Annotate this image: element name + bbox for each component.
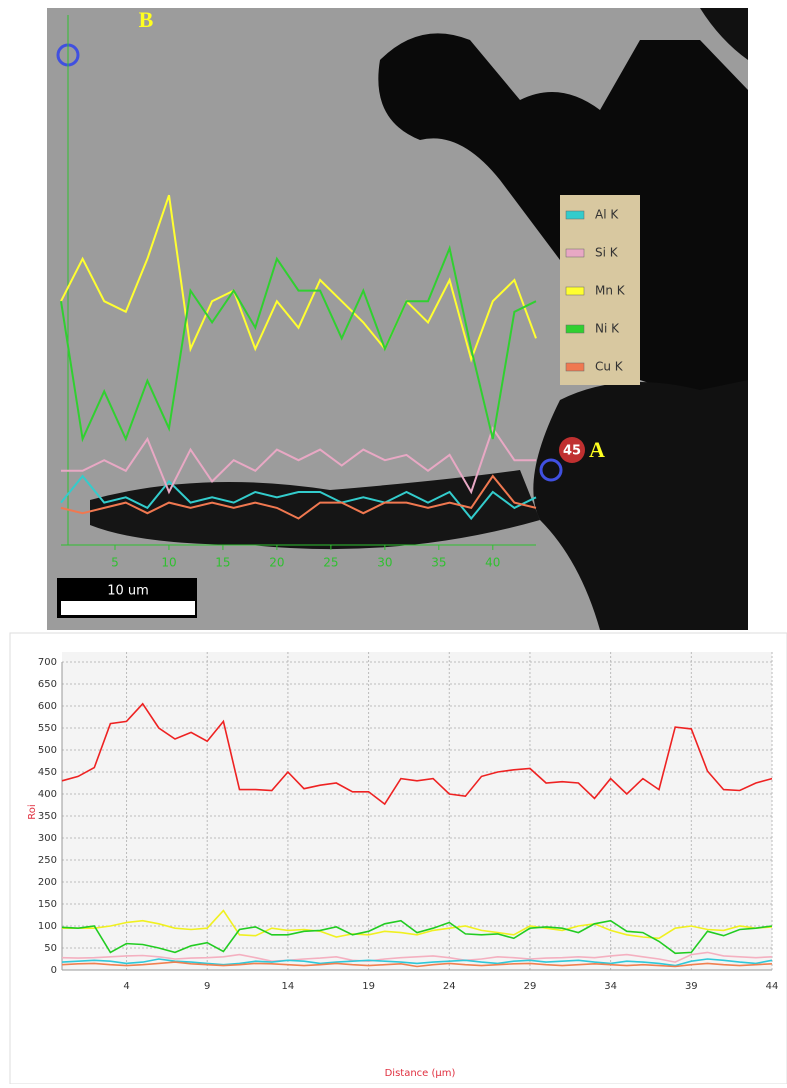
legend-label: Al K — [595, 208, 619, 222]
scale-bar — [61, 601, 195, 615]
y-tick-label: 50 — [44, 943, 57, 954]
marker-label: 45 — [563, 444, 581, 459]
x-tick-label: 19 — [362, 981, 375, 992]
y-tick-label: 650 — [38, 679, 57, 690]
x-tick-label: 4 — [123, 981, 129, 992]
x-tick-label: 9 — [204, 981, 210, 992]
point-label: A — [589, 437, 605, 462]
x-tick-label: 30 — [377, 556, 392, 570]
figure: 45 B A 10 um Roi Distance (µm) 5 10 15 20 25… — [0, 0, 787, 1084]
x-tick-label: 44 — [766, 981, 779, 992]
x-tick-label: 25 — [323, 556, 338, 570]
x-tick-label: 39 — [685, 981, 698, 992]
x-axis-label: Distance (µm) — [385, 1068, 456, 1079]
legend-label: Si K — [595, 246, 619, 260]
x-tick-label: 20 — [269, 556, 284, 570]
y-tick-label: 150 — [38, 899, 57, 910]
y-axis-label: Roi — [27, 804, 38, 819]
x-tick-label: 15 — [215, 556, 230, 570]
point-label: B — [139, 7, 154, 32]
x-tick-label: 35 — [431, 556, 446, 570]
x-tick-label: 10 — [161, 556, 176, 570]
x-tick-label: 34 — [604, 981, 617, 992]
legend-swatch — [566, 287, 584, 295]
y-tick-label: 600 — [38, 701, 57, 712]
x-tick-label: 29 — [524, 981, 537, 992]
y-tick-label: 200 — [38, 877, 57, 888]
x-tick-label: 40 — [485, 556, 500, 570]
y-tick-label: 500 — [38, 745, 57, 756]
y-tick-label: 700 — [38, 657, 57, 668]
y-tick-label: 450 — [38, 767, 57, 778]
y-tick-label: 0 — [51, 965, 57, 976]
y-tick-label: 400 — [38, 789, 57, 800]
y-tick-label: 550 — [38, 723, 57, 734]
y-tick-label: 350 — [38, 811, 57, 822]
legend-swatch — [566, 211, 584, 219]
legend-label: Mn K — [595, 284, 626, 298]
legend-swatch — [566, 325, 584, 333]
scale-bar-label: 10 um — [107, 584, 149, 599]
x-tick-label: 5 — [111, 556, 119, 570]
plot-area — [62, 652, 772, 970]
page: {"chart_data": [ {"type": "line", "annot… — [0, 0, 787, 1084]
y-tick-label: 250 — [38, 855, 57, 866]
x-tick-label: 24 — [443, 981, 456, 992]
legend-swatch — [566, 363, 584, 371]
y-tick-label: 300 — [38, 833, 57, 844]
legend-label: Ni K — [595, 322, 620, 336]
y-tick-label: 100 — [38, 921, 57, 932]
legend-label: Cu K — [595, 360, 624, 374]
x-tick-label: 14 — [282, 981, 295, 992]
legend-swatch — [566, 249, 584, 257]
